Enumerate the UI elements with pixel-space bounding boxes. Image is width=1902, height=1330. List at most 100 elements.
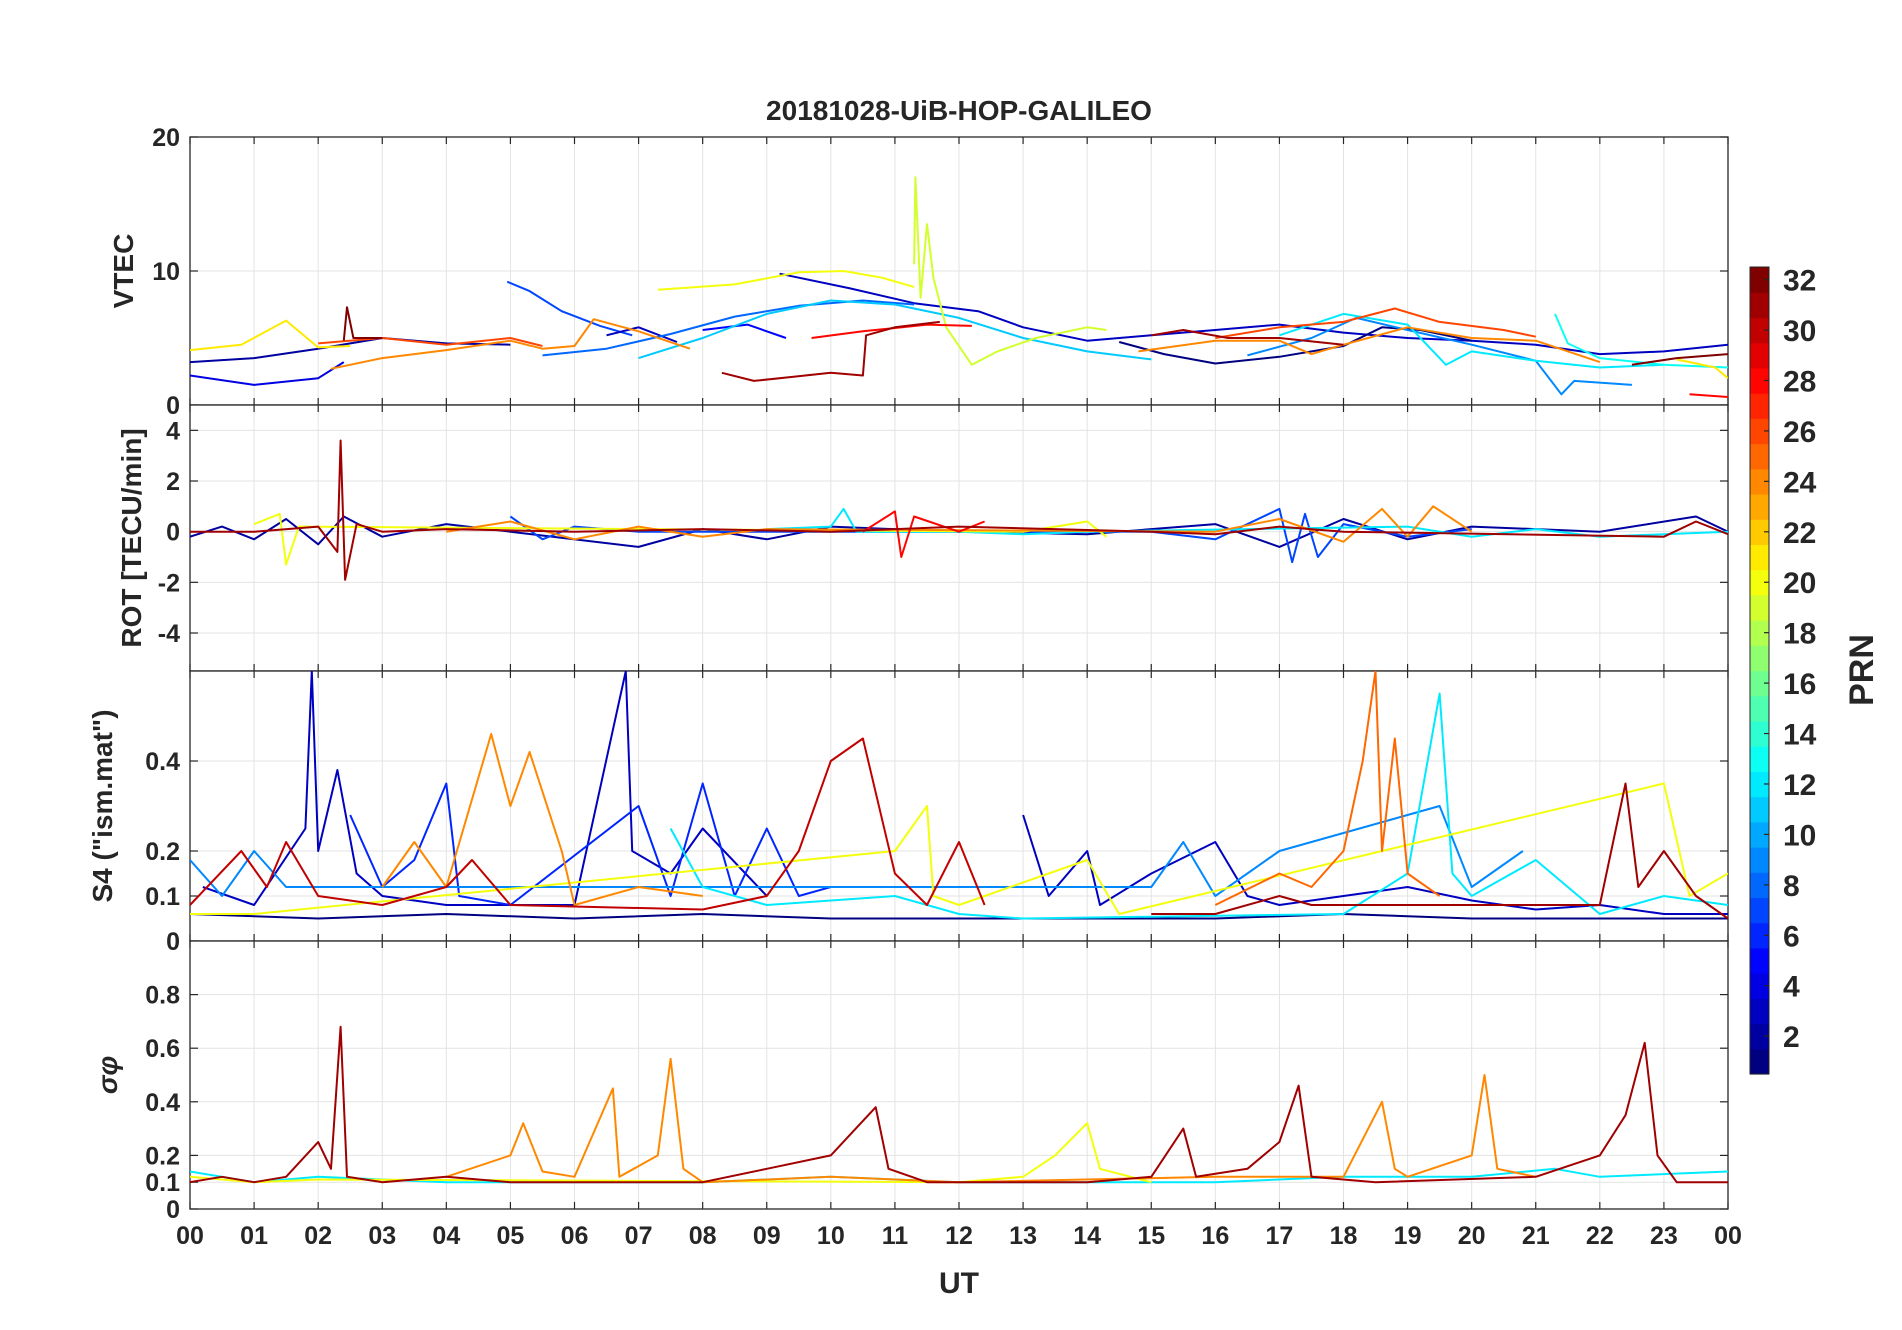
colorbar-band	[1750, 544, 1769, 571]
x-tick-label: 12	[945, 1222, 973, 1250]
x-tick-label: 15	[1137, 1222, 1165, 1250]
x-tick-label: 09	[753, 1222, 781, 1250]
colorbar-tick-label: 18	[1783, 618, 1816, 651]
s4-series	[190, 671, 1728, 920]
x-tick-label: 13	[1009, 1222, 1037, 1250]
s4-y-tick-label: 0	[166, 928, 180, 956]
vtec-y-tick-label: 10	[152, 258, 180, 286]
colorbar-tick-label: 12	[1783, 769, 1816, 802]
colorbar-band	[1750, 443, 1769, 470]
x-tick-label: 00	[176, 1222, 204, 1250]
panel-s4: 0 0.1 0.2 0.4 S4 ("ism.mat")	[87, 670, 1729, 956]
colorbar-band	[1750, 594, 1769, 621]
colorbar-tick-label: 8	[1783, 870, 1800, 903]
colorbar-band	[1750, 872, 1769, 899]
vtec-series-prn-31	[721, 320, 940, 382]
colorbar-band	[1750, 821, 1769, 848]
x-tick-label: 05	[497, 1222, 525, 1250]
s4-y-tick-label: 0.1	[145, 883, 180, 911]
rot-series-prn-20	[253, 512, 1108, 566]
x-tick-label: 16	[1201, 1222, 1229, 1250]
vtec-series-prn-12	[1279, 312, 1664, 369]
s4-y-ticks: 0 0.1 0.2 0.4	[145, 671, 1729, 956]
colorbar-label: PRN	[1843, 634, 1881, 706]
x-tick-label: 17	[1266, 1222, 1294, 1250]
colorbar-tick-label: 30	[1783, 315, 1816, 348]
x-axis-label: UT	[939, 1267, 979, 1300]
colorbar-band	[1750, 720, 1769, 747]
sigma-phi-series-prn-31	[190, 1025, 1728, 1184]
colorbar-band	[1750, 292, 1769, 319]
sigma-phi-y-ticks: 00.10.2 0.4 0.6 0.8	[145, 941, 1729, 1224]
vtec-series-prn-19	[913, 176, 1107, 366]
x-tick-label: 01	[240, 1222, 268, 1250]
vtec-series-prn-1	[1118, 326, 1472, 365]
vtec-series-prn-26	[1215, 307, 1537, 339]
colorbar-band	[1750, 645, 1769, 672]
rot-y-tick-label: -4	[158, 620, 180, 648]
rot-series-prn-7	[509, 507, 1472, 564]
colorbar-band	[1750, 342, 1769, 369]
vtec-y-tick-label: 20	[152, 124, 180, 152]
rot-y-tick-label: 0	[166, 519, 180, 547]
colorbar-band	[1750, 418, 1769, 445]
colorbar-band	[1750, 267, 1769, 293]
vtec-series-prn-5	[702, 323, 787, 339]
vtec-series-prn-8	[542, 299, 915, 357]
vtec-series-prn-21	[190, 319, 351, 352]
sigma-phi-series-prn-24	[445, 1057, 1537, 1184]
colorbar-band	[1750, 973, 1769, 999]
colorbar-band	[1750, 796, 1769, 823]
colorbar-tick-label: 2	[1783, 1021, 1800, 1054]
vtec-series-prn-21	[1676, 358, 1728, 379]
vtec-series-prn-4	[190, 361, 345, 386]
vtec-series-prn-26	[318, 337, 543, 347]
rot-series-prn-31	[190, 439, 1728, 581]
rot-series-prn-12	[766, 507, 1728, 538]
x-tick-label: 07	[625, 1222, 653, 1250]
colorbar-tick-label: 10	[1783, 819, 1816, 852]
sigma-phi-grid	[190, 941, 1728, 1209]
s4-series-prn-3	[202, 671, 768, 906]
rot-y-tick-label: 4	[166, 417, 180, 445]
s4-series-prn-31	[1151, 782, 1728, 920]
colorbar-band	[1750, 670, 1769, 697]
vtec-series-prn-7	[506, 280, 633, 337]
vtec-series-prn-3	[779, 272, 1728, 356]
x-tick-label: 02	[304, 1222, 332, 1250]
vtec-series-prn-20	[657, 270, 915, 291]
sigma-phi-y-label: σφ	[92, 1056, 123, 1094]
colorbar-frame	[1749, 266, 1770, 1075]
sigma-phi-series-prn-20	[190, 1122, 1152, 1184]
s4-series-prn-6	[349, 782, 832, 906]
s4-y-tick-label: 0.2	[145, 838, 180, 866]
colorbar-band	[1750, 847, 1769, 873]
rot-y-tick-label: 2	[166, 468, 180, 496]
rot-y-tick-label: -2	[158, 569, 180, 597]
s4-y-label: S4 ("ism.mat")	[87, 709, 118, 902]
sigma-phi-y-tick-label: 0.1	[145, 1169, 180, 1197]
x-tick-label: 23	[1650, 1222, 1678, 1250]
colorbar-tick-label: 32	[1783, 265, 1816, 298]
colorbar-band	[1750, 569, 1769, 596]
colorbar-tick-label: 26	[1783, 416, 1816, 449]
x-tick-label: 03	[368, 1222, 396, 1250]
x-tick-label: 20	[1458, 1222, 1486, 1250]
colorbar-band	[1750, 746, 1769, 772]
s4-series-prn-1	[190, 913, 1728, 920]
x-tick-label: 08	[689, 1222, 717, 1250]
colorbar-band	[1750, 998, 1769, 1025]
sigma-phi-y-tick-label: 0.8	[145, 982, 180, 1010]
panel-rot: -4 -2 0 2 4 ROT [TECU/min]	[116, 404, 1729, 672]
sigma-phi-series	[190, 1025, 1728, 1184]
colorbar-band	[1750, 1023, 1769, 1050]
x-axis-ticks: 00 01 02 03 04 05 06 07 08 09 10 11 12 13 14 15 16 17 18 19…	[176, 1222, 1742, 1250]
x-tick-label: 14	[1073, 1222, 1101, 1250]
vtec-series-prn-32	[1631, 353, 1728, 366]
chart-title: 20181028-UiB-HOP-GALILEO	[766, 95, 1152, 126]
rot-y-ticks: -4 -2 0 2 4	[158, 405, 1729, 671]
colorbar-band	[1750, 519, 1769, 546]
colorbar-band	[1750, 367, 1769, 394]
vtec-series-prn-9	[1247, 316, 1632, 396]
